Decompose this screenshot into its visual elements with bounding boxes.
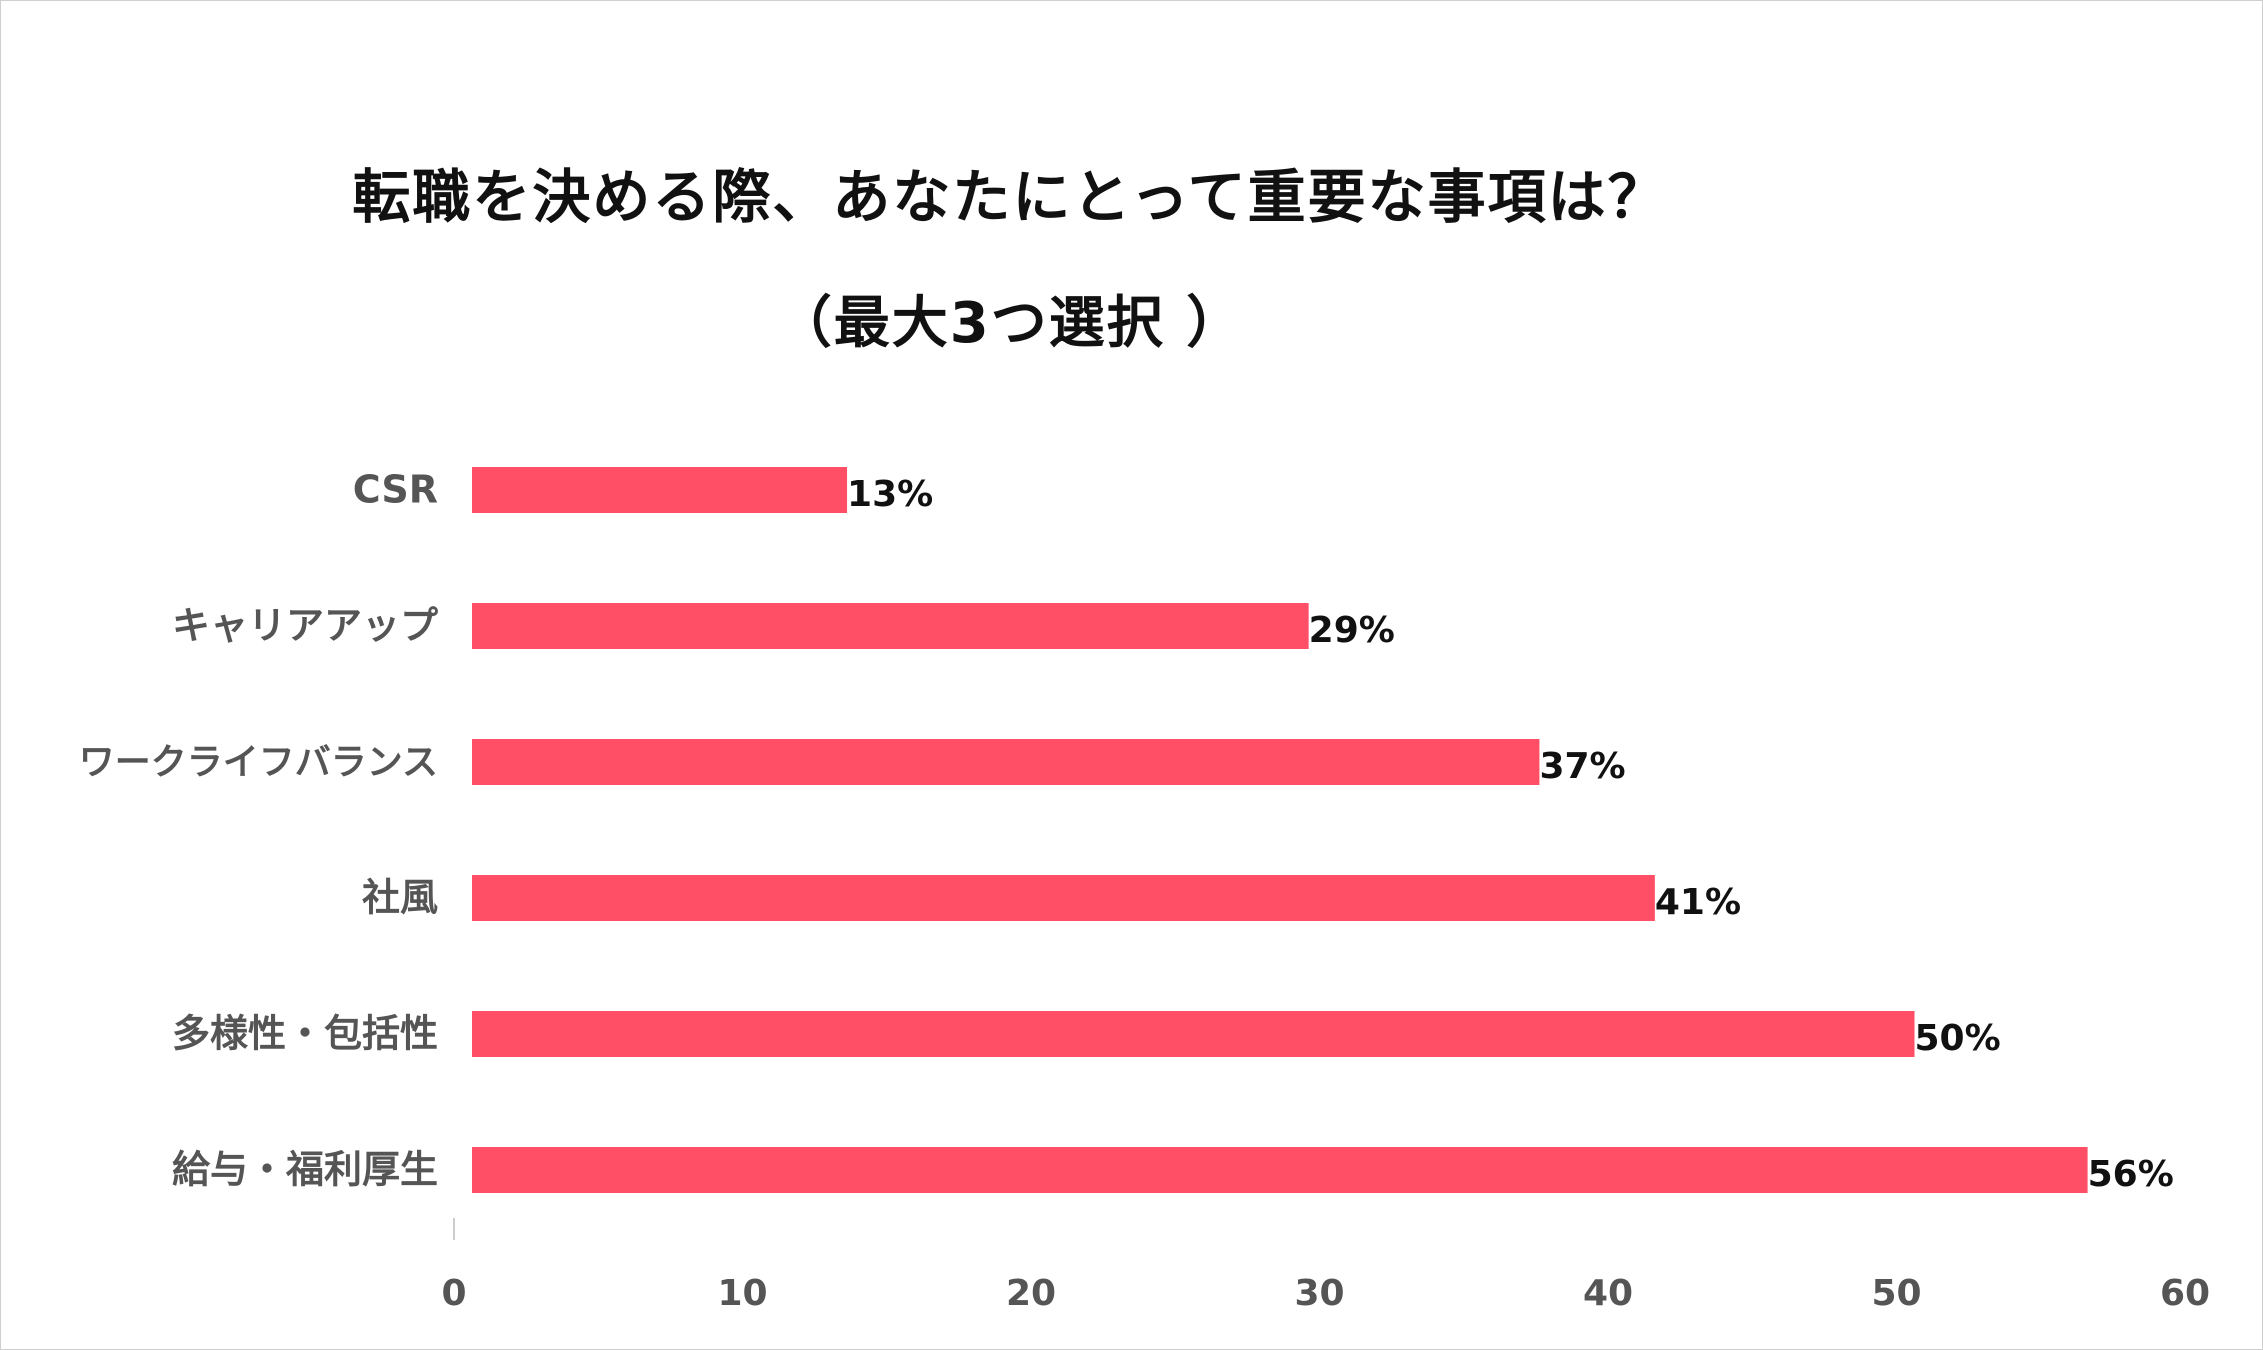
value-label: 50% [1915, 1018, 2001, 1059]
bar [472, 739, 1540, 785]
x-tick-label: 20 [1006, 1273, 1056, 1314]
category-label: ワークライフバランス [79, 742, 438, 783]
x-tick-label: 60 [2160, 1273, 2210, 1314]
bar [472, 1147, 2088, 1193]
value-label: 41% [1655, 882, 1741, 923]
category-label: キャリアアップ [172, 604, 438, 648]
chart-title: 転職を決める際、あなたにとって重要な事項は？ [352, 163, 1668, 231]
x-axis: 0 10 20 30 40 50 60 [441, 1218, 2210, 1314]
bar [472, 1011, 1915, 1057]
category-label: 多様性・包括性 [172, 1012, 438, 1056]
value-label: 29% [1309, 610, 1395, 651]
category-label: 給与・福利厚生 [172, 1148, 438, 1192]
value-label: 56% [2088, 1154, 2174, 1195]
x-tick-label: 10 [717, 1273, 767, 1314]
value-label: 37% [1539, 746, 1625, 787]
category-label: 社風 [362, 876, 438, 920]
bar [472, 875, 1655, 921]
x-tick-label: 40 [1583, 1273, 1633, 1314]
x-tick-label: 50 [1871, 1273, 1921, 1314]
bar [472, 603, 1309, 649]
x-tick-label: 0 [441, 1273, 466, 1314]
x-tick-label: 30 [1294, 1273, 1344, 1314]
category-label: CSR [353, 468, 438, 512]
value-label: 13% [847, 474, 933, 515]
bars-layer [472, 467, 2088, 1193]
value-labels: 13% 29% 37% 41% 50% 56% [847, 474, 2174, 1195]
bar [472, 467, 848, 513]
chart-subtitle: （最大3つ選択 ） [775, 291, 1245, 356]
